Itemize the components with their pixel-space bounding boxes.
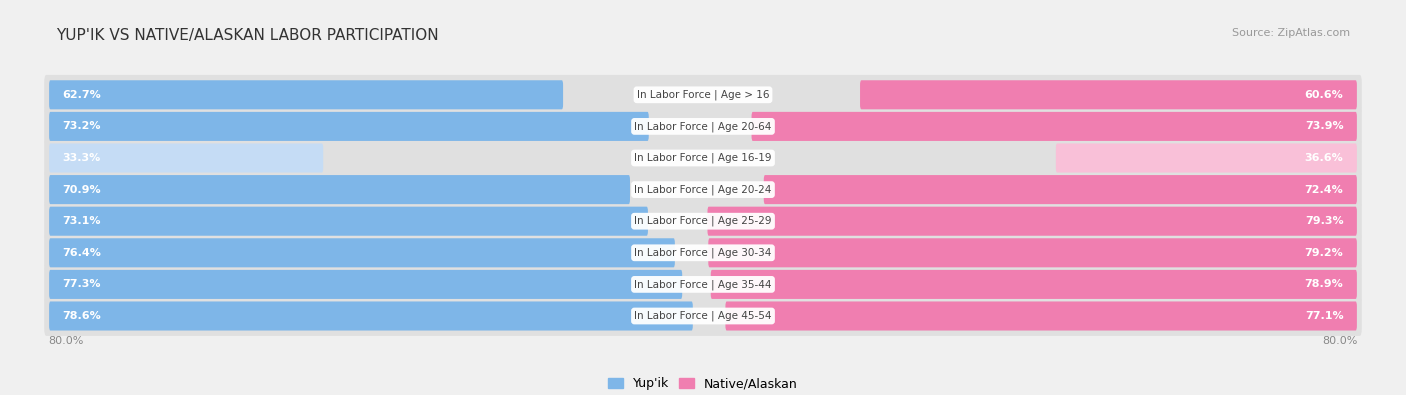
- Text: In Labor Force | Age 20-64: In Labor Force | Age 20-64: [634, 121, 772, 132]
- FancyBboxPatch shape: [49, 270, 682, 299]
- FancyBboxPatch shape: [752, 112, 1357, 141]
- FancyBboxPatch shape: [44, 170, 1362, 209]
- FancyBboxPatch shape: [44, 138, 1362, 178]
- Text: 76.4%: 76.4%: [63, 248, 101, 258]
- Text: In Labor Force | Age 30-34: In Labor Force | Age 30-34: [634, 248, 772, 258]
- Text: 33.3%: 33.3%: [63, 153, 101, 163]
- FancyBboxPatch shape: [1056, 143, 1357, 173]
- Text: 36.6%: 36.6%: [1305, 153, 1343, 163]
- Text: 80.0%: 80.0%: [48, 336, 83, 346]
- Text: 77.3%: 77.3%: [63, 279, 101, 290]
- Text: 73.2%: 73.2%: [63, 121, 101, 132]
- FancyBboxPatch shape: [860, 80, 1357, 109]
- Text: 60.6%: 60.6%: [1305, 90, 1343, 100]
- FancyBboxPatch shape: [49, 301, 693, 331]
- FancyBboxPatch shape: [49, 80, 562, 109]
- FancyBboxPatch shape: [49, 238, 675, 267]
- FancyBboxPatch shape: [44, 233, 1362, 273]
- Text: 77.1%: 77.1%: [1305, 311, 1343, 321]
- Text: 79.2%: 79.2%: [1305, 248, 1343, 258]
- Text: In Labor Force | Age 45-54: In Labor Force | Age 45-54: [634, 311, 772, 321]
- Text: 73.9%: 73.9%: [1305, 121, 1343, 132]
- FancyBboxPatch shape: [725, 301, 1357, 331]
- FancyBboxPatch shape: [49, 143, 323, 173]
- FancyBboxPatch shape: [763, 175, 1357, 204]
- Text: In Labor Force | Age 25-29: In Labor Force | Age 25-29: [634, 216, 772, 226]
- Text: In Labor Force | Age 35-44: In Labor Force | Age 35-44: [634, 279, 772, 290]
- FancyBboxPatch shape: [49, 207, 648, 236]
- Text: YUP'IK VS NATIVE/ALASKAN LABOR PARTICIPATION: YUP'IK VS NATIVE/ALASKAN LABOR PARTICIPA…: [56, 28, 439, 43]
- Text: 62.7%: 62.7%: [63, 90, 101, 100]
- FancyBboxPatch shape: [44, 107, 1362, 146]
- Text: Source: ZipAtlas.com: Source: ZipAtlas.com: [1232, 28, 1350, 38]
- FancyBboxPatch shape: [49, 112, 648, 141]
- FancyBboxPatch shape: [707, 207, 1357, 236]
- Text: 73.1%: 73.1%: [63, 216, 101, 226]
- Text: 79.3%: 79.3%: [1305, 216, 1343, 226]
- Text: 72.4%: 72.4%: [1305, 184, 1343, 195]
- Text: 78.9%: 78.9%: [1305, 279, 1343, 290]
- Text: 80.0%: 80.0%: [1323, 336, 1358, 346]
- FancyBboxPatch shape: [44, 201, 1362, 241]
- FancyBboxPatch shape: [709, 238, 1357, 267]
- FancyBboxPatch shape: [44, 296, 1362, 336]
- Text: 70.9%: 70.9%: [63, 184, 101, 195]
- Legend: Yup'ik, Native/Alaskan: Yup'ik, Native/Alaskan: [603, 372, 803, 395]
- Text: In Labor Force | Age 16-19: In Labor Force | Age 16-19: [634, 153, 772, 163]
- FancyBboxPatch shape: [711, 270, 1357, 299]
- Text: 78.6%: 78.6%: [63, 311, 101, 321]
- Text: In Labor Force | Age 20-24: In Labor Force | Age 20-24: [634, 184, 772, 195]
- FancyBboxPatch shape: [49, 175, 630, 204]
- FancyBboxPatch shape: [44, 75, 1362, 115]
- Text: In Labor Force | Age > 16: In Labor Force | Age > 16: [637, 90, 769, 100]
- FancyBboxPatch shape: [44, 265, 1362, 304]
